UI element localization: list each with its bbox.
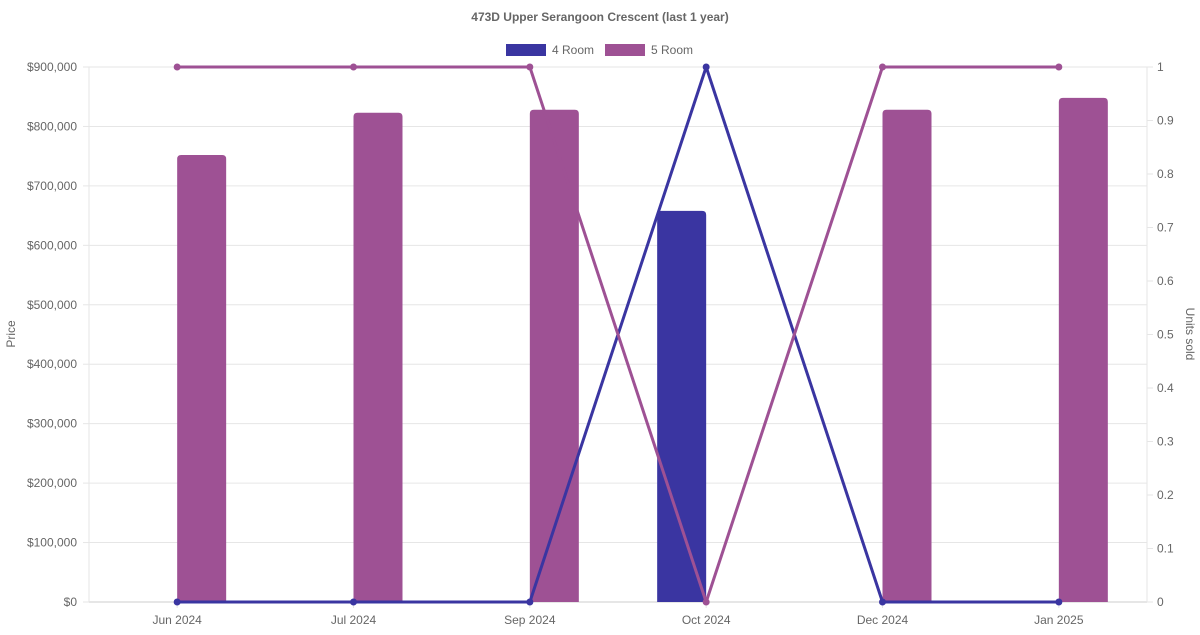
y2-tick-label: 0.6 — [1157, 274, 1174, 288]
y2-tick-label: 0.4 — [1157, 381, 1174, 395]
y-tick-label: $200,000 — [27, 476, 77, 490]
y2-tick-label: 0.8 — [1157, 167, 1174, 181]
x-tick-label: Sep 2024 — [504, 613, 556, 627]
y-tick-label: $500,000 — [27, 298, 77, 312]
x-tick-label: Jan 2025 — [1034, 613, 1084, 627]
point-units-sold-4-room — [1055, 598, 1063, 606]
y-tick-label: $400,000 — [27, 357, 77, 371]
bar-5-room — [177, 154, 227, 602]
legend-label-5-room: 5 Room — [651, 43, 693, 57]
point-units-sold-5-room — [526, 63, 534, 71]
y-tick-label: $700,000 — [27, 179, 77, 193]
point-units-sold-4-room — [526, 598, 534, 606]
y2-tick-label: 0.3 — [1157, 435, 1174, 449]
point-units-sold-5-room — [1055, 63, 1063, 71]
y-tick-label: $600,000 — [27, 238, 77, 252]
point-units-sold-4-room — [702, 63, 710, 71]
y2-tick-label: 0.9 — [1157, 114, 1174, 128]
legend-item-4-room[interactable]: 4 Room — [506, 43, 594, 57]
legend: 4 Room 5 Room — [506, 43, 693, 57]
y-tick-label: $100,000 — [27, 536, 77, 550]
legend-swatch-4-room — [506, 44, 546, 56]
y2-axis-title: Units sold — [1183, 308, 1197, 361]
y-tick-label: $0 — [64, 595, 78, 609]
bar-4-room — [657, 210, 707, 602]
chart-title: 473D Upper Serangoon Crescent (last 1 ye… — [471, 10, 728, 24]
y-axis-title: Price — [4, 320, 18, 348]
point-units-sold-4-room — [350, 598, 357, 606]
legend-item-5-room[interactable]: 5 Room — [605, 43, 693, 57]
bar-5-room — [353, 112, 403, 603]
legend-swatch-5-room — [605, 44, 645, 56]
lines — [177, 65, 1059, 604]
x-tick-label: Jun 2024 — [152, 613, 202, 627]
bar-5-room — [1058, 97, 1108, 603]
y2-tick-label: 1 — [1157, 60, 1164, 74]
y-tick-label: $300,000 — [27, 417, 77, 431]
x-tick-label: Dec 2024 — [857, 613, 909, 627]
y2-tick-label: 0 — [1157, 595, 1164, 609]
point-units-sold-5-room — [702, 598, 710, 606]
bars — [177, 97, 1108, 603]
point-units-sold-5-room — [879, 63, 886, 71]
legend-label-4-room: 4 Room — [552, 43, 594, 57]
point-units-sold-4-room — [173, 598, 181, 606]
point-units-sold-4-room — [879, 598, 886, 606]
line-units-sold-5-room — [177, 65, 1059, 604]
y-tick-label: $900,000 — [27, 60, 77, 74]
y2-tick-label: 0.5 — [1157, 328, 1174, 342]
bar-5-room — [882, 109, 932, 603]
y2-tick-label: 0.7 — [1157, 221, 1174, 235]
x-tick-label: Oct 2024 — [682, 613, 731, 627]
axes: $0 $100,000 $200,000 $300,000 $400,000 $500,0… — [27, 60, 1174, 627]
bar-5-room — [529, 109, 579, 603]
y2-tick-label: 0.2 — [1157, 488, 1174, 502]
points — [173, 63, 1063, 606]
x-tick-label: Jul 2024 — [331, 613, 377, 627]
point-units-sold-5-room — [173, 63, 181, 71]
point-units-sold-5-room — [350, 63, 357, 71]
y2-tick-label: 0.1 — [1157, 542, 1174, 556]
y-tick-label: $800,000 — [27, 119, 77, 133]
